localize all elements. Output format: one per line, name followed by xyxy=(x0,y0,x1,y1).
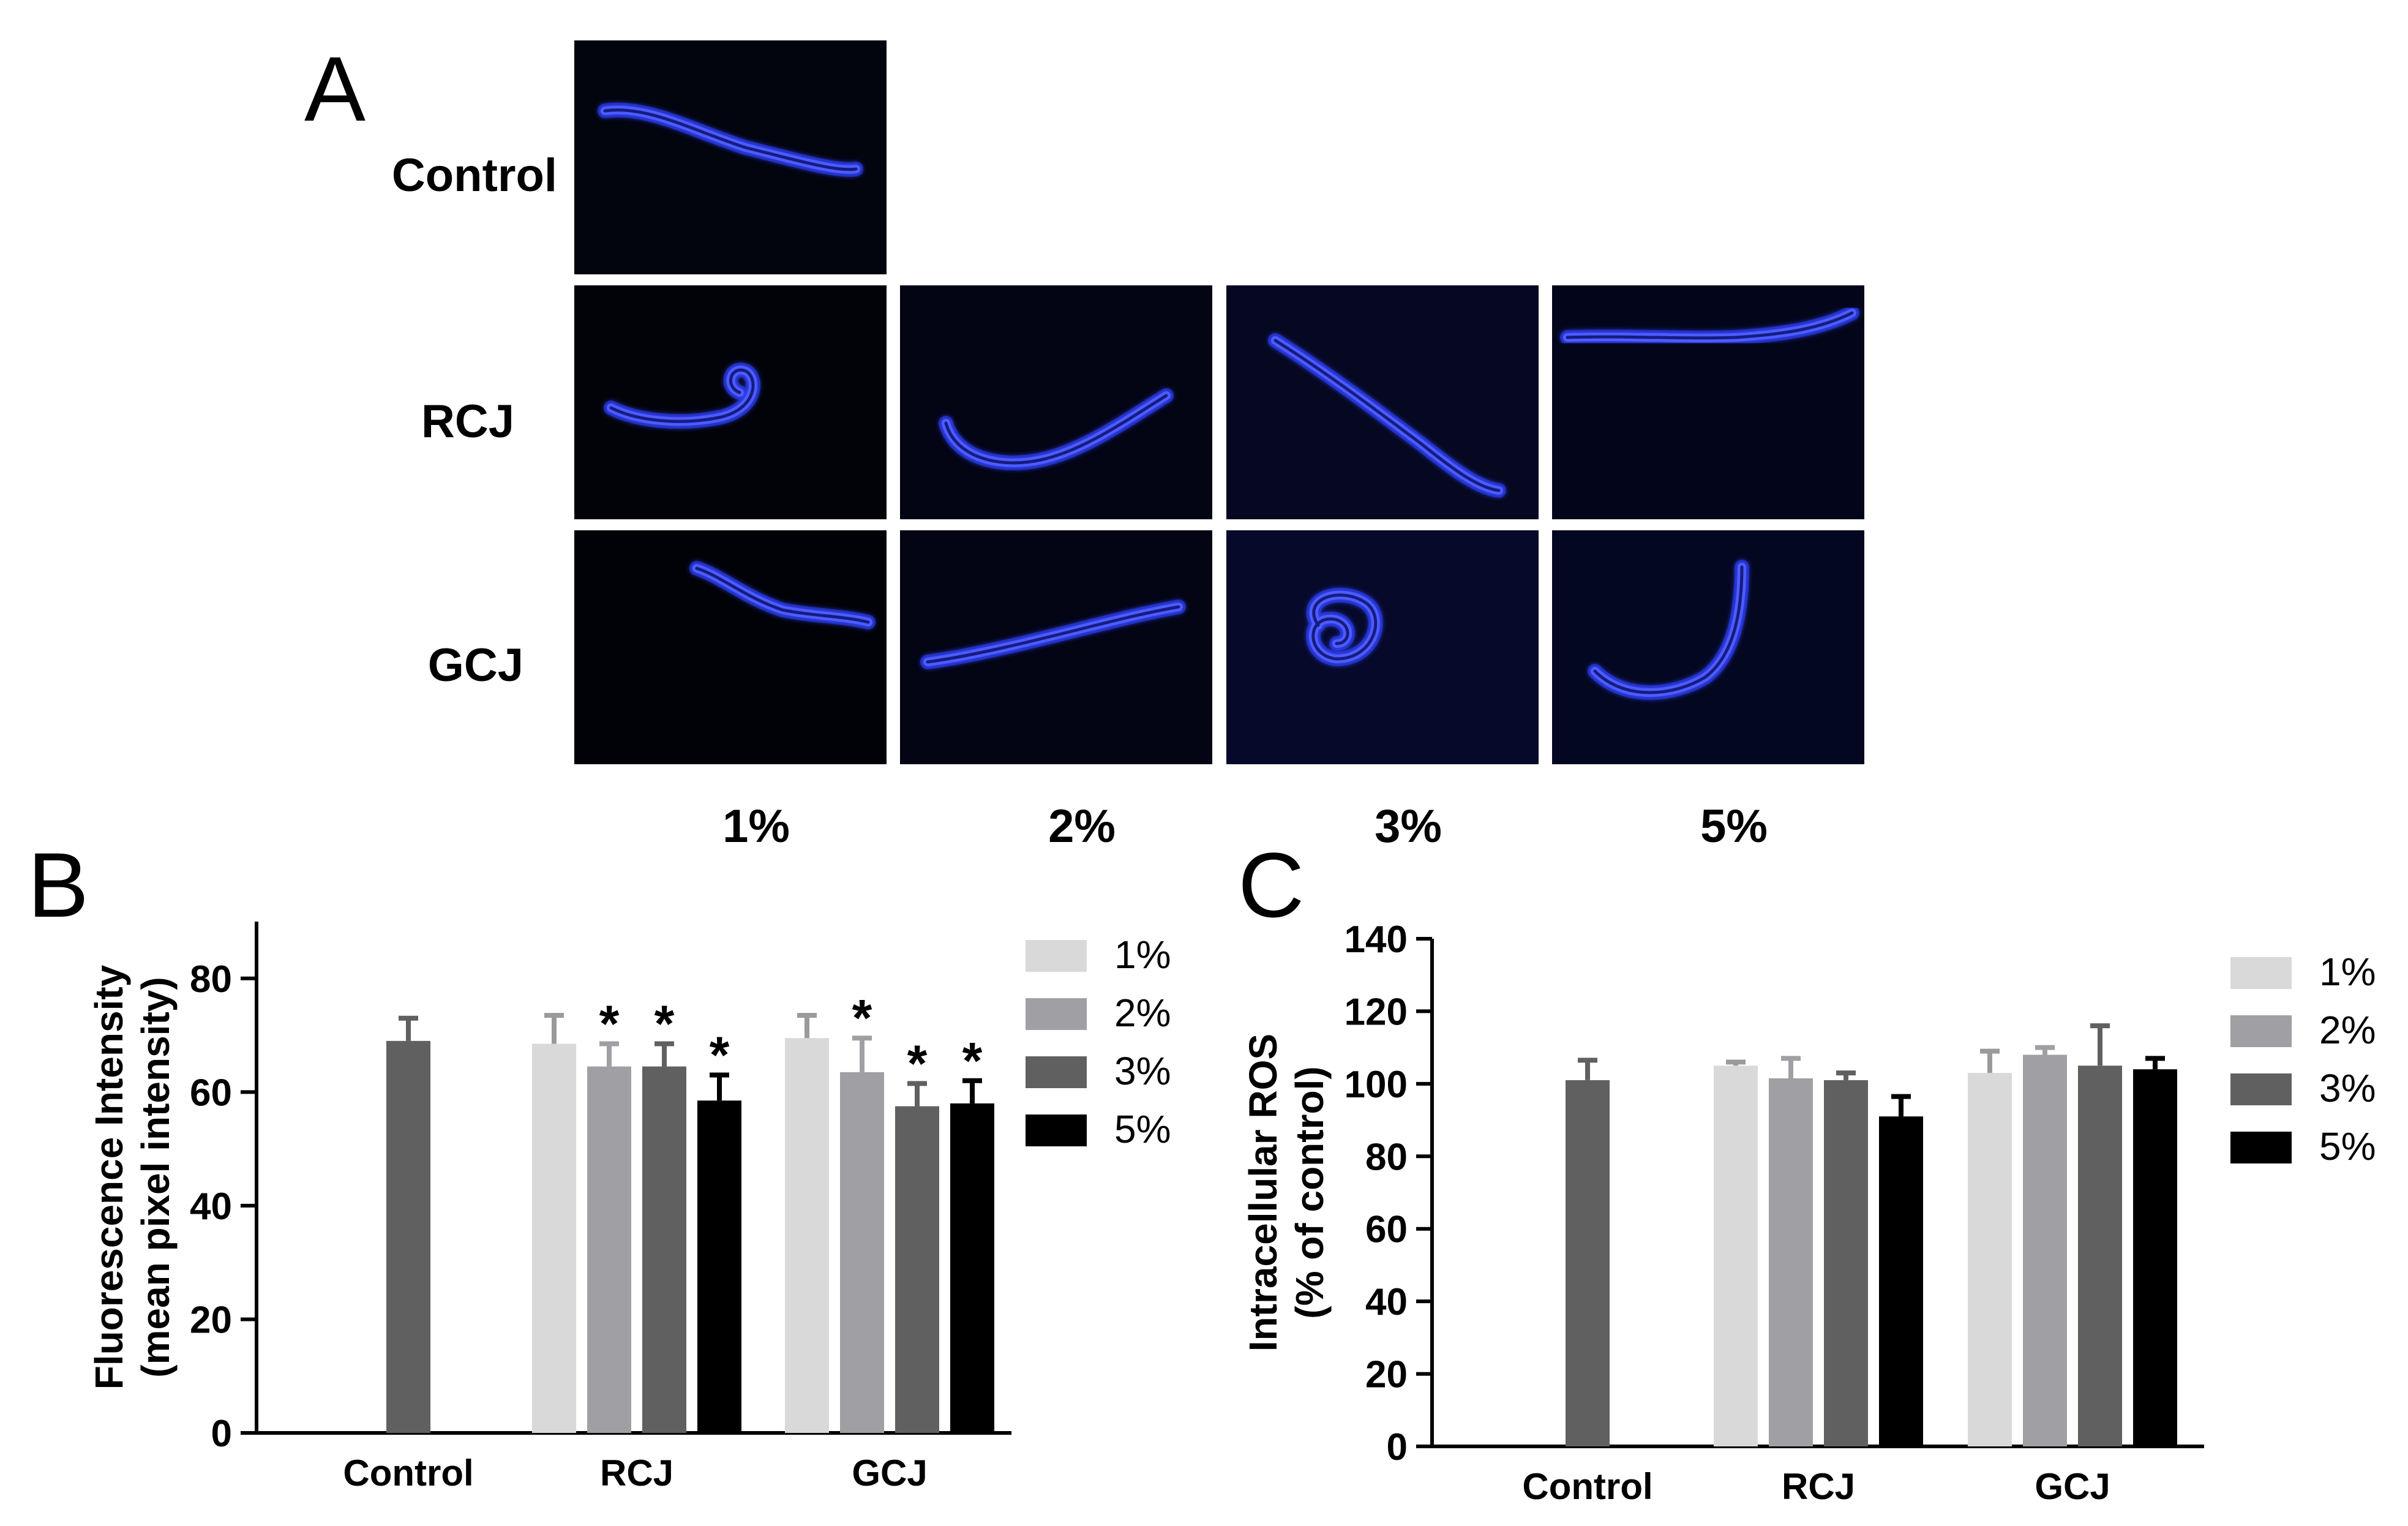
legend-label: 2% xyxy=(2319,1008,2376,1052)
y-tick-label: 60 xyxy=(190,1072,232,1114)
bar-rcj-5pct xyxy=(1879,1116,1923,1446)
legend-swatch xyxy=(2230,957,2292,989)
significance-marker: * xyxy=(907,1034,928,1092)
significance-marker: * xyxy=(599,994,620,1052)
legend-swatch xyxy=(1026,1056,1087,1088)
bar-gcj-1pct xyxy=(785,1038,829,1433)
legend-swatch xyxy=(2230,1073,2292,1105)
significance-marker: * xyxy=(852,989,872,1047)
micrograph-gcj-3pct xyxy=(1226,530,1539,764)
panel-label-b: B xyxy=(28,833,89,936)
bar-gcj-2pct xyxy=(2023,1054,2067,1446)
y-axis-label-line: Intracellular ROS xyxy=(1241,1034,1285,1351)
col-label-5pct: 5% xyxy=(1700,800,1768,852)
legend-swatch xyxy=(2230,1015,2292,1047)
panel-c: C 0 20 40 60 80 100 120 140 Intracellular ROS (% … xyxy=(1238,833,2376,1507)
micrograph-rcj-2pct xyxy=(900,285,1212,519)
y-tick-label: 40 xyxy=(1365,1281,1408,1323)
bar-gcj-5pct xyxy=(2133,1069,2177,1446)
y-tick-label: 60 xyxy=(1365,1209,1408,1251)
significance-marker: * xyxy=(962,1032,983,1089)
legend-label: 3% xyxy=(1114,1049,1171,1093)
category-label: RCJ xyxy=(600,1453,673,1494)
legend-label: 5% xyxy=(1114,1107,1171,1151)
y-tick-label: 100 xyxy=(1345,1064,1408,1106)
y-tick-label: 0 xyxy=(211,1413,232,1455)
y-tick-label: 40 xyxy=(190,1186,232,1228)
micrograph-control-1pct xyxy=(574,40,887,274)
category-label: Control xyxy=(343,1453,473,1494)
legend-label: 5% xyxy=(2319,1124,2376,1168)
y-tick-label: 80 xyxy=(190,958,232,1001)
micrograph-gcj-5pct xyxy=(1552,530,1864,764)
y-tick-label: 0 xyxy=(1387,1426,1408,1468)
significance-marker: * xyxy=(710,1026,730,1084)
significance-marker: * xyxy=(655,994,675,1052)
y-axis-label-line: (% of control) xyxy=(1288,1066,1332,1318)
legend-label: 1% xyxy=(2319,950,2376,994)
y-axis-label-line: (mean pixel intensity) xyxy=(133,977,178,1377)
y-axis-label-line: Fluorescence Intensity xyxy=(87,964,131,1389)
y-axis-label: Intracellular ROS (% of control) xyxy=(1241,1034,1332,1351)
row-label-control: Control xyxy=(392,149,557,201)
legend-swatch xyxy=(1026,998,1087,1030)
bar-rcj-2pct xyxy=(1769,1078,1813,1446)
panel-label-a: A xyxy=(304,37,366,140)
legend-label: 3% xyxy=(2319,1066,2376,1110)
micrograph-gcj-1pct xyxy=(574,530,887,764)
micrograph-rcj-3pct xyxy=(1226,285,1539,519)
row-label-rcj: RCJ xyxy=(421,396,514,448)
col-label-2pct: 2% xyxy=(1048,800,1116,852)
y-tick-label: 140 xyxy=(1345,919,1408,961)
category-label: GCJ xyxy=(852,1453,927,1494)
y-tick-label: 120 xyxy=(1345,991,1408,1033)
bar-gcj-1pct xyxy=(1968,1073,2012,1446)
panel-b: B 0 20 40 60 80 Fluorescence Intensity (mean p… xyxy=(28,833,1171,1494)
bar-rcj-2pct xyxy=(587,1066,631,1433)
y-tick-label: 80 xyxy=(1365,1136,1408,1178)
row-label-gcj: GCJ xyxy=(428,639,523,691)
bar-rcj-1pct xyxy=(532,1043,576,1433)
y-axis-label: Fluorescence Intensity (mean pixel intens… xyxy=(87,964,178,1389)
legend-swatch xyxy=(1026,1114,1087,1146)
legend-label: 1% xyxy=(1114,933,1171,977)
micrograph-gcj-2pct xyxy=(900,530,1212,764)
bar-rcj-5pct xyxy=(697,1100,741,1433)
bar-rcj-3pct xyxy=(642,1066,686,1433)
bar-control-3pct xyxy=(386,1040,430,1433)
legend-swatch xyxy=(2230,1132,2292,1163)
y-tick-label: 20 xyxy=(190,1299,232,1341)
bar-gcj-5pct xyxy=(950,1103,994,1433)
category-label: GCJ xyxy=(2035,1466,2110,1507)
panel-label-c: C xyxy=(1238,833,1304,936)
bar-rcj-1pct xyxy=(1714,1066,1758,1446)
bar-gcj-2pct xyxy=(840,1072,884,1433)
micrograph-rcj-5pct xyxy=(1552,285,1864,519)
panel-a: A Control RCJ GCJ 1% 2% 3% 5% xyxy=(304,37,1864,852)
bar-gcj-3pct xyxy=(895,1106,939,1433)
category-label: Control xyxy=(1522,1466,1652,1507)
legend-label: 2% xyxy=(1114,991,1171,1035)
col-label-1pct: 1% xyxy=(722,800,790,852)
category-label: RCJ xyxy=(1782,1466,1855,1507)
micrograph-rcj-1pct xyxy=(574,285,887,519)
bar-rcj-3pct xyxy=(1824,1080,1868,1446)
y-tick-label: 20 xyxy=(1365,1354,1408,1396)
col-label-3pct: 3% xyxy=(1375,800,1442,852)
bar-gcj-3pct xyxy=(2078,1066,2122,1446)
legend-swatch xyxy=(1026,940,1087,972)
bar-control-3pct xyxy=(1566,1080,1610,1446)
